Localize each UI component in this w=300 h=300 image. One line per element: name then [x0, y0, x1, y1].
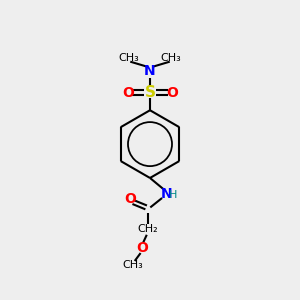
Text: O: O: [166, 85, 178, 100]
Text: N: N: [160, 187, 172, 201]
Text: CH₂: CH₂: [138, 224, 158, 235]
Text: H: H: [169, 190, 177, 200]
Text: S: S: [145, 85, 155, 100]
Text: CH₃: CH₃: [122, 260, 143, 270]
Text: N: N: [144, 64, 156, 78]
Text: O: O: [137, 241, 148, 255]
Text: CH₃: CH₃: [161, 53, 182, 63]
Text: O: O: [122, 85, 134, 100]
Text: O: O: [124, 192, 136, 206]
Text: CH₃: CH₃: [118, 53, 139, 63]
